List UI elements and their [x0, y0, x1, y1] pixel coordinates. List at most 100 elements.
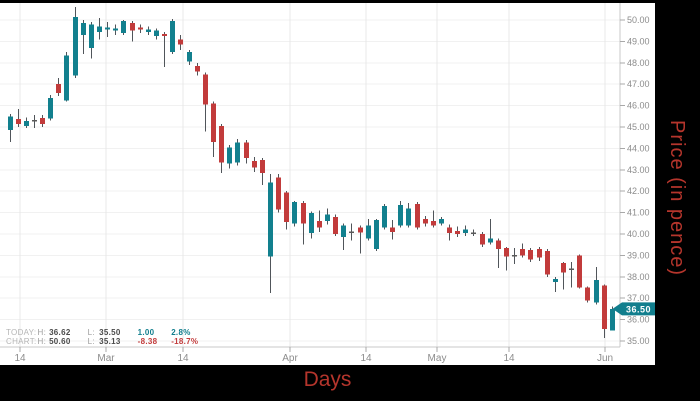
candle	[576, 254, 583, 289]
candle	[479, 231, 486, 247]
candle	[153, 28, 160, 40]
candle-body	[226, 147, 233, 164]
candle	[487, 219, 494, 245]
x-axis-title: Days	[303, 368, 352, 391]
candle-body	[479, 234, 486, 245]
candle-body	[15, 119, 22, 124]
candle-body	[552, 278, 559, 283]
candle	[519, 243, 526, 258]
candle	[308, 211, 315, 239]
y-tick-label: 39.00	[627, 250, 650, 260]
candle	[584, 286, 591, 303]
y-tick-label: 35.00	[627, 336, 650, 346]
candle-body	[137, 27, 144, 30]
candle-body	[527, 250, 534, 260]
y-tick-label: 45.00	[627, 122, 650, 132]
candles	[7, 7, 616, 339]
candle	[80, 20, 87, 55]
candle	[324, 208, 331, 225]
candle-body	[186, 52, 193, 62]
candle	[137, 24, 144, 33]
candle-body	[129, 23, 136, 31]
y-axis: 50.00 49.00 48.00 47.00 46.00 45.00 44.00 43.00…	[620, 15, 650, 346]
candle	[373, 219, 380, 252]
y-tick-label: 42.00	[627, 186, 650, 196]
candle-body	[39, 118, 46, 124]
x-tick-label: 14	[503, 353, 515, 364]
candle-body	[145, 29, 152, 32]
candle-body	[357, 227, 364, 233]
candle	[405, 202, 412, 228]
candle	[210, 101, 217, 157]
candle	[291, 200, 298, 227]
candle	[340, 223, 347, 251]
price-tag-value: 36.50	[626, 304, 651, 314]
candle	[15, 108, 22, 127]
candle-body	[584, 287, 591, 301]
candle-body	[112, 28, 119, 31]
candle	[365, 219, 372, 241]
candle-body	[454, 230, 461, 234]
candle	[7, 114, 14, 142]
y-tick-label: 38.00	[627, 272, 650, 282]
y-tick-label: 37.00	[627, 293, 650, 303]
candle	[267, 174, 274, 293]
candle-body	[340, 225, 347, 238]
candle	[283, 191, 290, 230]
candle	[357, 225, 364, 254]
x-tick-label: Mar	[97, 353, 115, 364]
grid-vertical	[19, 3, 606, 347]
y-tick-label: 44.00	[627, 143, 650, 153]
candle-body	[414, 204, 421, 228]
today-high-label: H:	[37, 328, 47, 337]
candle-body	[210, 103, 217, 142]
y-tick-label: 43.00	[627, 165, 650, 175]
chart-low-value: 35.13	[99, 337, 121, 346]
candle	[55, 77, 62, 96]
candle	[31, 115, 38, 129]
candle-body	[560, 262, 567, 273]
today-change-pct: 2.8%	[171, 328, 191, 337]
axes	[0, 3, 621, 348]
candle	[397, 200, 404, 228]
candle	[259, 158, 266, 185]
candle-body	[31, 120, 38, 122]
candle	[527, 247, 534, 262]
candle-body	[291, 201, 298, 224]
candle-body	[381, 206, 388, 228]
candle-body	[169, 21, 176, 53]
candle-body	[308, 213, 315, 233]
candle-body	[373, 220, 380, 249]
candle-body	[275, 177, 282, 210]
price-tag-shape	[612, 302, 655, 316]
candle	[23, 117, 30, 129]
candle-body	[104, 27, 111, 30]
chart-change-pct: -18.7%	[171, 337, 199, 346]
candle	[300, 200, 307, 245]
candle-body	[47, 98, 54, 119]
candle-body	[7, 116, 14, 131]
x-tick-label: May	[428, 353, 447, 364]
y-tick-label: 48.00	[627, 58, 650, 68]
candle	[552, 276, 559, 292]
grid-horizontal	[0, 19, 620, 342]
candle-body	[300, 202, 307, 224]
candle-body	[153, 30, 160, 37]
candle-body	[511, 254, 518, 257]
candle	[112, 24, 119, 35]
candle	[332, 214, 339, 237]
candle-body	[283, 192, 290, 223]
candle-body	[120, 21, 127, 33]
candle	[234, 138, 241, 166]
candle-body	[576, 255, 583, 288]
candle	[593, 267, 600, 305]
x-tick-label: 14	[360, 353, 372, 364]
candle	[316, 210, 323, 232]
candle-body	[234, 142, 241, 163]
candle	[47, 94, 54, 121]
chart-label: CHART:	[6, 337, 37, 346]
candle-body	[194, 66, 201, 72]
candle	[389, 220, 396, 240]
candle-body	[601, 285, 608, 330]
y-tick-label: 40.00	[627, 229, 650, 239]
